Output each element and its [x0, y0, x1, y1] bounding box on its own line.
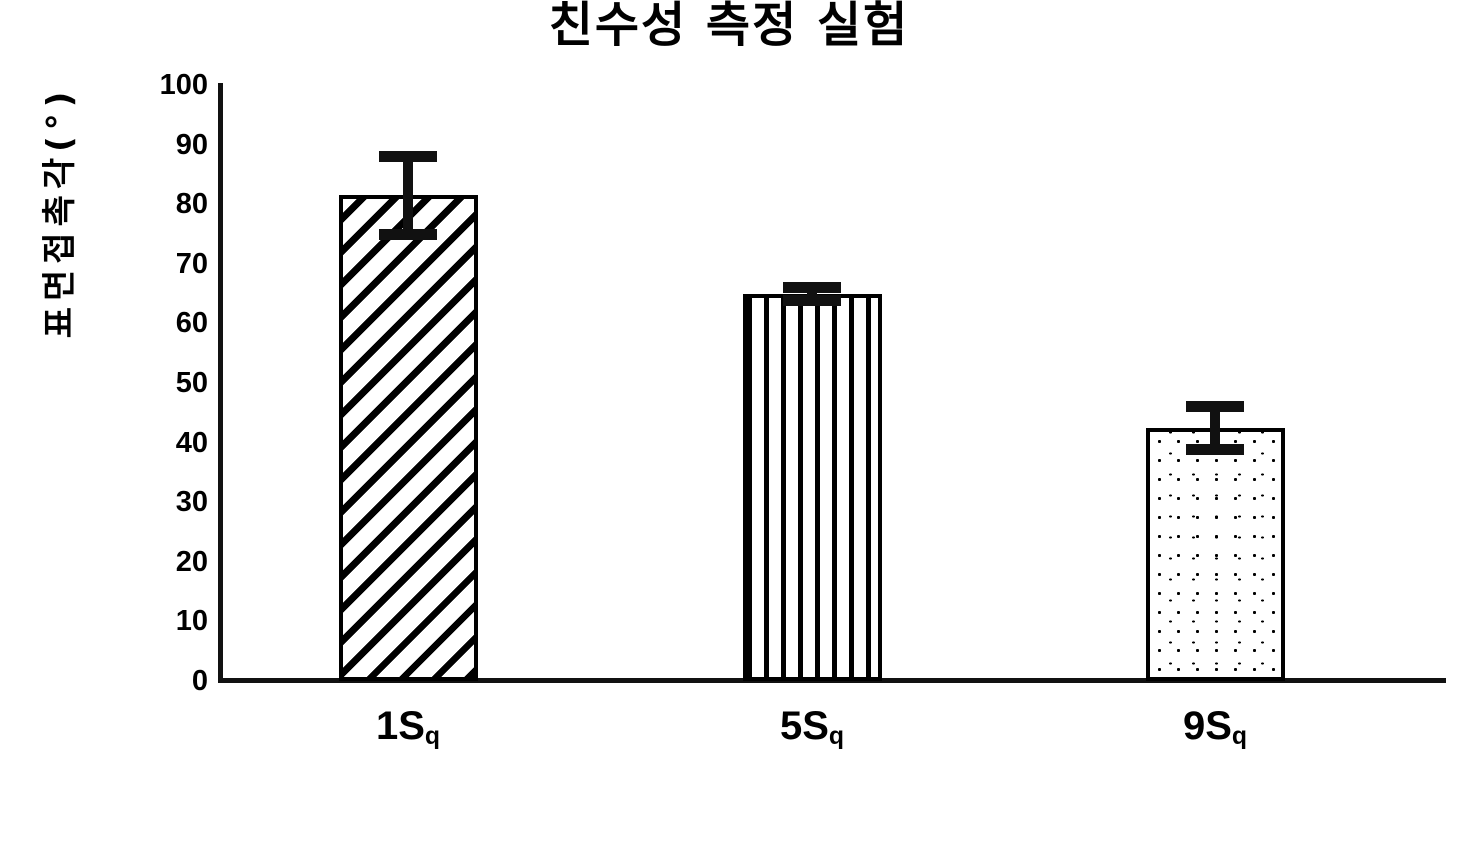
y-tick-label: 50: [128, 368, 208, 398]
error-bar-9Sq: [1186, 401, 1244, 455]
y-tick-label: 10: [128, 606, 208, 636]
error-bar-cap-bottom: [379, 229, 437, 240]
y-tick-label: 40: [128, 428, 208, 458]
error-bar-cap-top: [379, 151, 437, 162]
x-tick-label-base: 5S: [780, 704, 829, 748]
y-tick-label: 100: [128, 70, 208, 100]
x-tick-label-5Sq: 5Sq: [682, 702, 942, 756]
chart-figure: 친수성 측정 실험 표면접촉각(°) 100908070605040302010…: [0, 0, 1458, 852]
error-bar-5Sq: [783, 282, 841, 306]
x-tick-label-9Sq: 9Sq: [1085, 702, 1345, 756]
x-tick-label-subscript: q: [1232, 723, 1247, 750]
x-tick-label-subscript: q: [425, 723, 440, 750]
x-tick-label-1Sq: 1Sq: [278, 702, 538, 756]
y-tick-label: 30: [128, 487, 208, 517]
bar-5Sq: [743, 294, 882, 681]
y-tick-label: 60: [128, 308, 208, 338]
error-bar-cap-bottom: [783, 295, 841, 306]
plot-area: [218, 85, 1448, 681]
bar-1Sq: [339, 195, 478, 681]
error-bar-cap-top: [783, 282, 841, 293]
x-tick-label-base: 9S: [1183, 704, 1232, 748]
y-axis-tick-labels: 1009080706050403020100: [122, 85, 208, 681]
y-tick-label: 20: [128, 547, 208, 577]
x-tick-label-base: 1S: [376, 704, 425, 748]
error-bar-cap-bottom: [1186, 444, 1244, 455]
x-tick-label-subscript: q: [829, 723, 844, 750]
y-axis-label: 표면접촉각(°): [30, 2, 90, 422]
error-bar-stem: [403, 151, 413, 240]
y-tick-label: 70: [128, 249, 208, 279]
error-bar-cap-top: [1186, 401, 1244, 412]
y-tick-label: 80: [128, 189, 208, 219]
chart-title: 친수성 측정 실험: [0, 0, 1458, 56]
error-bar-1Sq: [379, 151, 437, 240]
y-tick-label: 90: [128, 130, 208, 160]
y-tick-label: 0: [128, 666, 208, 696]
bar-9Sq: [1146, 428, 1285, 681]
